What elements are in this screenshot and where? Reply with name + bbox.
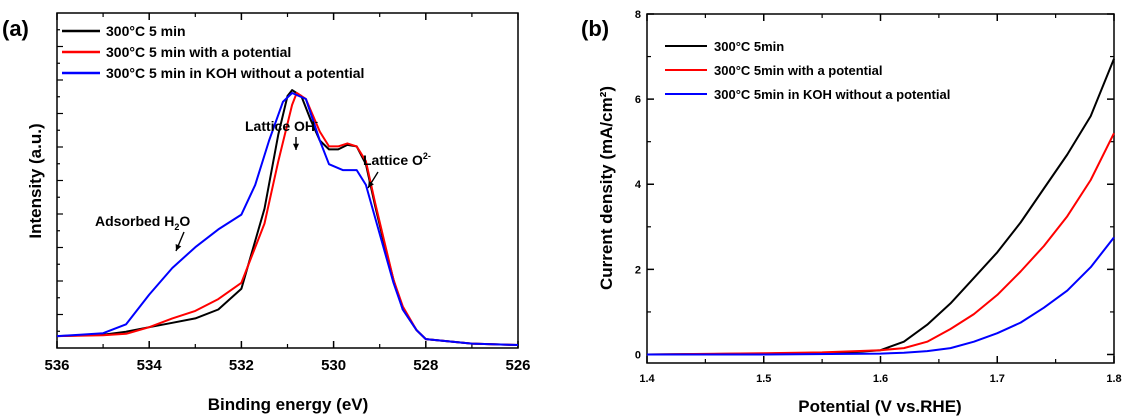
panel-b-x-axis-title: Potential (V vs.RHE) [798, 397, 961, 416]
panel-b-y-tick-label: 8 [635, 9, 641, 21]
panel-b-legend-label: 300°C 5min [714, 39, 784, 54]
panel-a-x-tick-label: 534 [137, 357, 163, 374]
panel-b-x-tick-label: 1.7 [990, 373, 1005, 385]
panel-b-legend-label: 300°C 5min with a potential [714, 63, 882, 78]
panel-a-label: (a) [2, 16, 29, 41]
panel-a-x-tick-label: 526 [505, 357, 530, 374]
panel-b-y-tick-label: 4 [635, 179, 642, 191]
panel-b-y-tick-label: 6 [635, 94, 641, 106]
panel-a-x-tick-label: 532 [229, 357, 254, 374]
panel-b-x-tick-label: 1.4 [639, 373, 655, 385]
panel-a-series-300-c-5-min-in-koh-without-a-potential [56, 92, 519, 346]
panel-a-x-tick-label: 528 [413, 357, 438, 374]
panel-a-y-axis-title: Intensity (a.u.) [26, 123, 45, 238]
panel-a-legend: 300°C 5 min 300°C 5 min with a potential 3… [62, 23, 364, 81]
panel-b-x-tick-label: 1.8 [1106, 373, 1121, 385]
panel-a-annotation-lattice-oh-text: Lattice OH- [245, 117, 318, 134]
panel-a-xps-spectrum: (a) 536 534 532 530 528 526 Binding energy (e… [2, 12, 531, 414]
panel-a-annotation-adsorbed-h2o-arrow-head [175, 244, 182, 251]
panel-b-y-axis-title: Current density (mA/cm²) [597, 86, 616, 290]
panel-b-series-300-c-5min-with-a-potential [646, 132, 1115, 356]
panel-a-x-tick-label: 536 [44, 357, 69, 374]
panel-a-y-ticks [57, 29, 63, 332]
panel-b-legend: 300°C 5min 300°C 5min with a potential 300… [665, 39, 950, 102]
panel-b-series-300-c-5min-in-koh-without-a-potential [647, 236, 1115, 356]
panel-a-annotation-lattice-o2-text: Lattice O2- [363, 151, 431, 168]
panel-a-annotation-lattice-o2-arrow-head [368, 181, 374, 188]
panel-a-annotation-adsorbed-h2o-text: Adsorbed H2O [95, 213, 190, 232]
panel-a-legend-label: 300°C 5 min in KOH without a potential [106, 65, 364, 81]
panel-a-legend-label: 300°C 5 min [106, 23, 186, 39]
panel-b-series-lines [646, 58, 1115, 356]
panel-b-x-tick-label: 1.5 [756, 373, 771, 385]
panel-b-y-tick-label: 2 [635, 264, 641, 276]
panel-b-y-tick-label: 0 [635, 349, 641, 361]
panel-b-series-300-c-5min [646, 58, 1115, 356]
panel-b-legend-label: 300°C 5min in KOH without a potential [714, 87, 950, 102]
panel-a-plot-frame [56, 12, 519, 349]
panel-a-annotations: Lattice OH- Lattice O2- Adsorbed H2O [95, 117, 431, 252]
panel-a-x-ticks: 536 534 532 530 528 526 [44, 13, 531, 374]
panel-a-series-lines [56, 89, 519, 346]
panel-b-x-ticks: 1.4 1.5 1.6 1.7 1.8 [639, 14, 1122, 385]
panel-b-y-ticks: 0 2 4 6 8 [635, 9, 1114, 361]
panel-a-annotation-lattice-oh-arrow-head [292, 143, 300, 150]
panel-b-label: (b) [581, 16, 609, 41]
panel-b-polarization-curves: (b) 1.4 1.5 1.6 1.7 1.8 0 2 4 6 8 Potential (V v… [581, 9, 1122, 416]
panel-a-x-axis-title: Binding energy (eV) [208, 395, 369, 414]
panel-a-x-tick-label: 530 [321, 357, 346, 374]
panel-b-x-tick-label: 1.6 [873, 373, 888, 385]
panel-a-legend-label: 300°C 5 min with a potential [106, 44, 291, 60]
